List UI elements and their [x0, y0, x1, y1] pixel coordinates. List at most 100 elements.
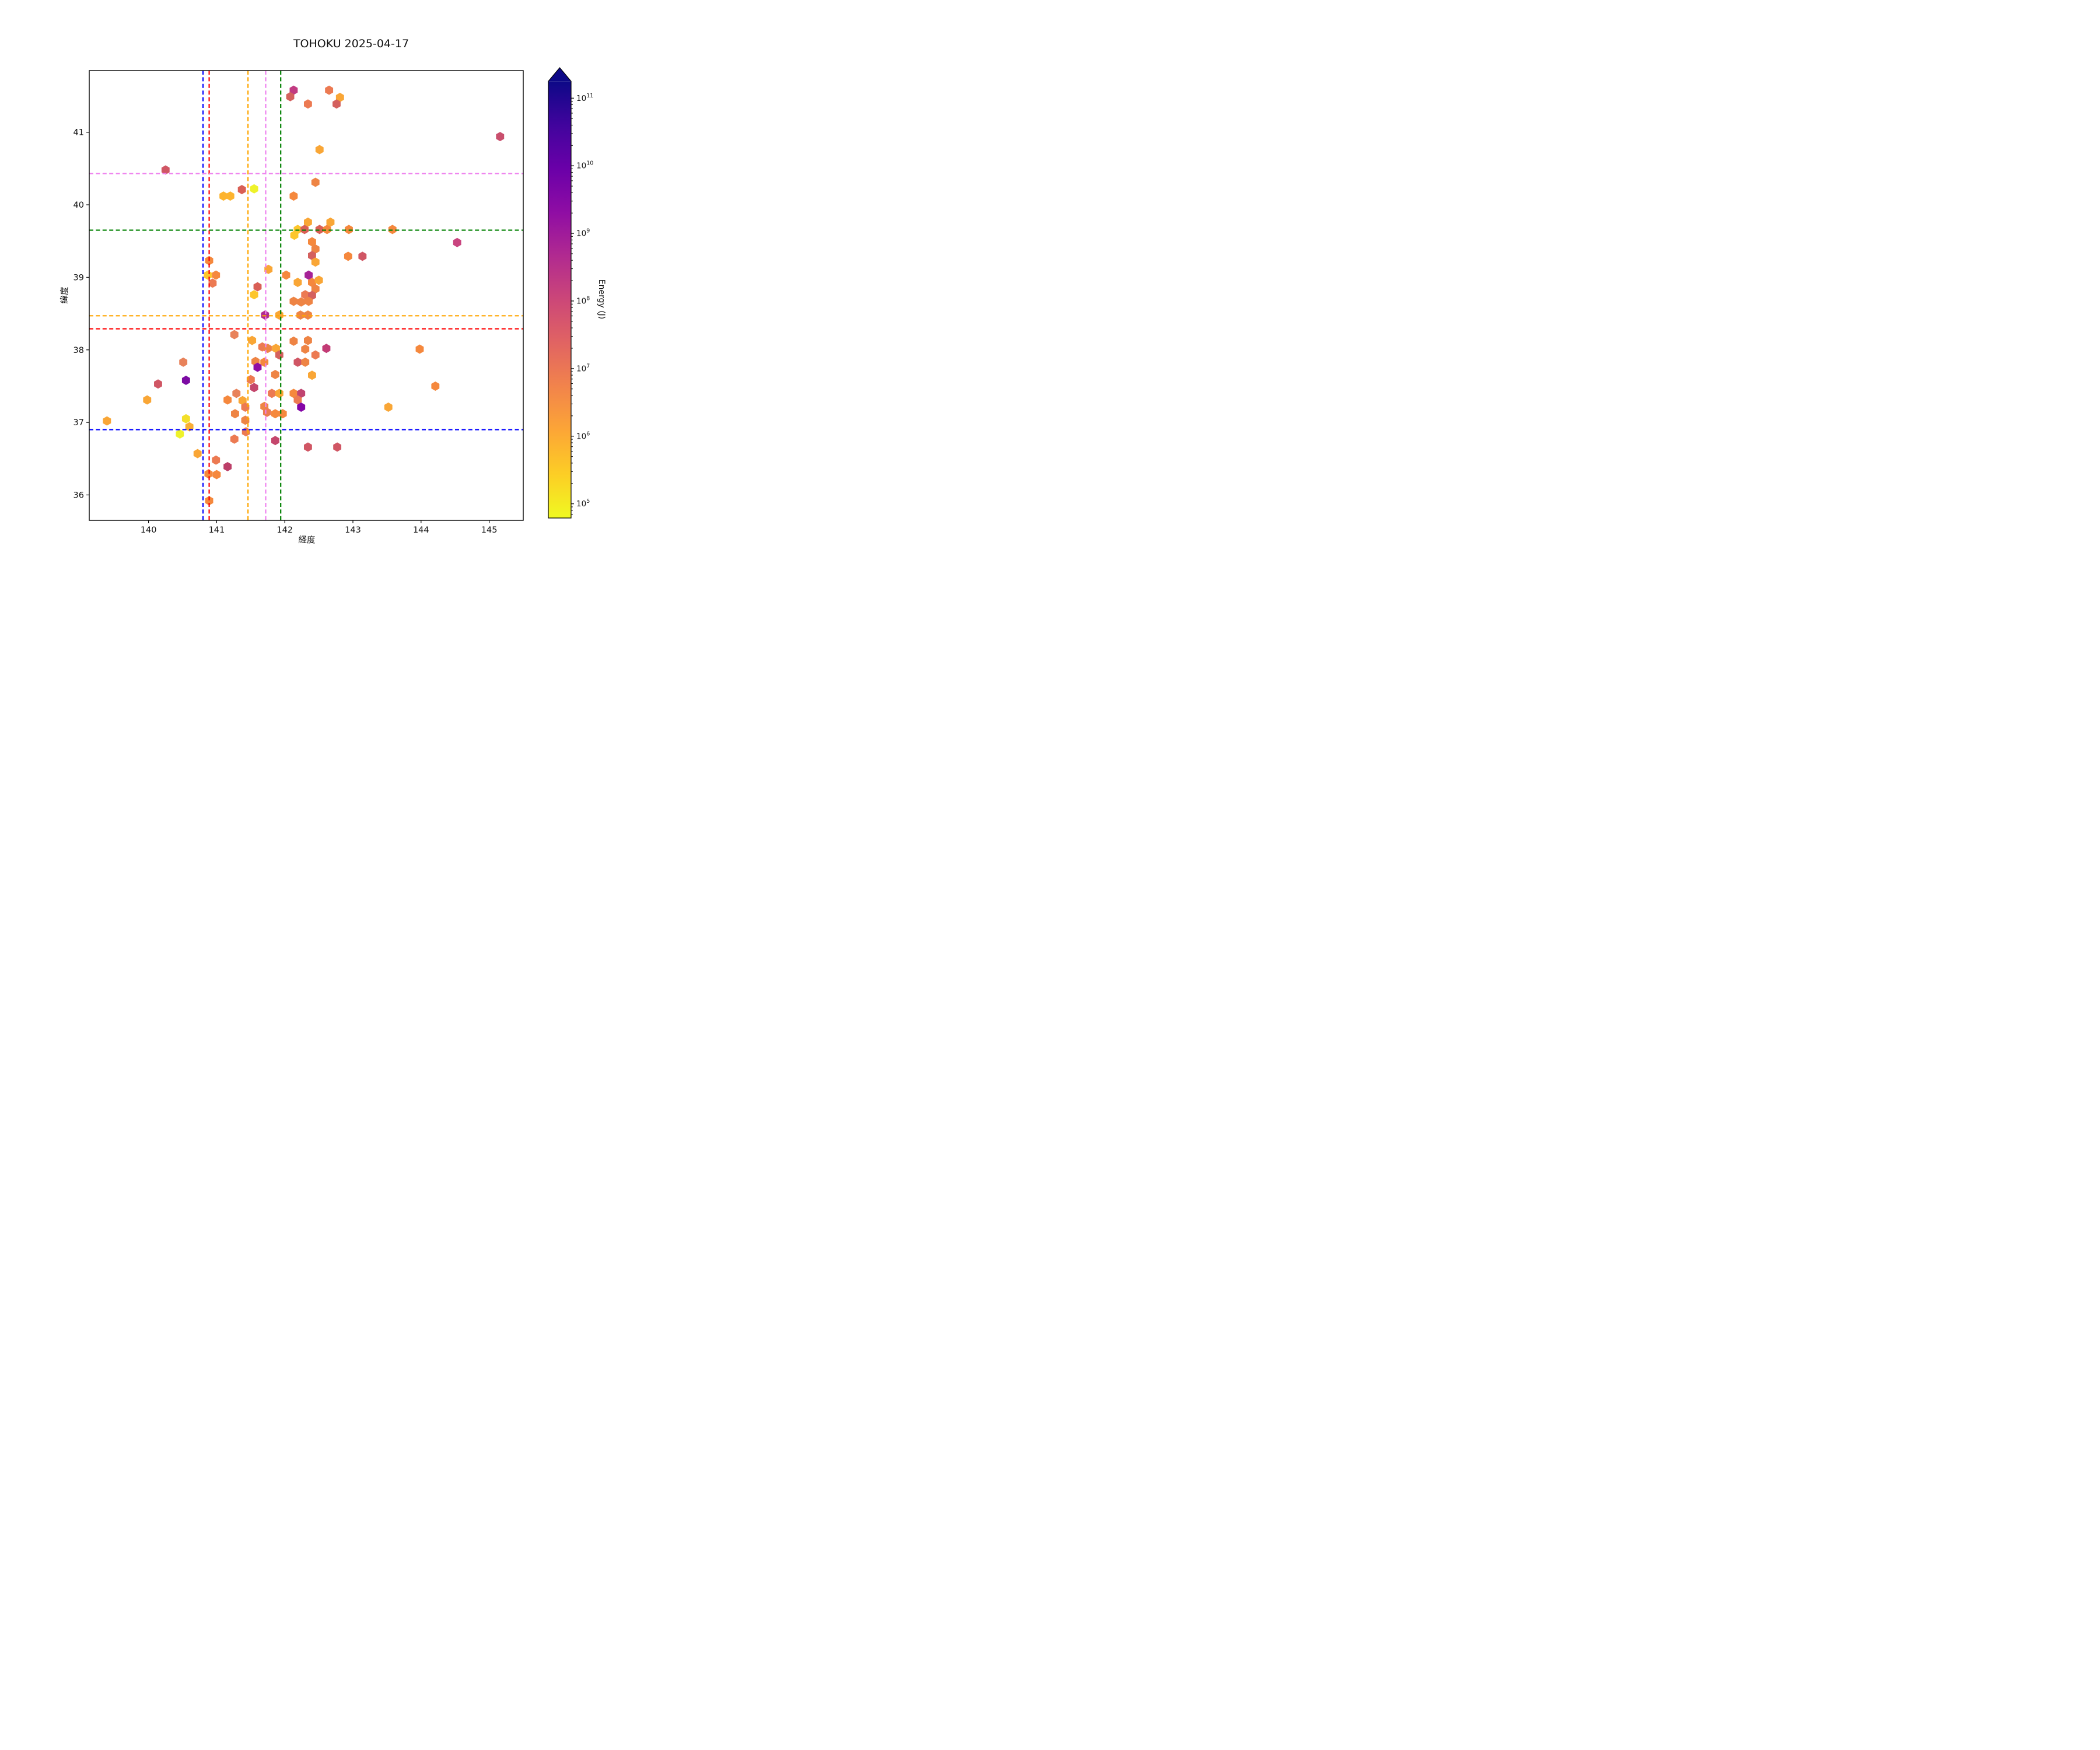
hexbin-marker — [275, 350, 284, 360]
hexbin-marker — [297, 297, 306, 307]
axes-frame — [89, 70, 524, 521]
hexbin-marker — [308, 237, 316, 247]
hexbin-marker — [212, 455, 220, 465]
hexbin-marker — [176, 429, 184, 439]
hexbin-marker — [223, 461, 232, 471]
hexbin-marker — [262, 407, 271, 417]
y-tick-label: 38 — [74, 346, 84, 355]
hexbin-marker — [246, 374, 255, 384]
hexbin-marker — [193, 449, 202, 459]
hexbin-marker — [315, 225, 324, 235]
hexbin-marker — [293, 357, 302, 367]
hexbin-marker — [304, 270, 313, 280]
hexbin-marker — [303, 442, 312, 452]
hexbin-marker — [289, 336, 298, 346]
hexbin-marker — [161, 165, 170, 175]
hexbin-marker — [326, 217, 335, 227]
x-axis-label: 経度 — [298, 536, 316, 545]
hexbin-marker — [208, 278, 217, 288]
hexbin-marker — [143, 395, 152, 405]
hexbin-marker — [271, 409, 279, 419]
hexbin-marker — [275, 310, 284, 320]
hexbin-marker — [314, 275, 323, 285]
hexbin-marker — [271, 436, 279, 446]
hexbin-marker — [323, 225, 331, 235]
colorbar-tick-label: 106 — [576, 430, 590, 441]
hexbin-marker — [332, 99, 341, 109]
hexbin-marker — [303, 335, 312, 345]
y-tick-label: 41 — [74, 128, 84, 138]
x-tick-label: 144 — [413, 526, 429, 535]
hexbin-marker — [231, 409, 239, 419]
y-axis-label: 緯度 — [60, 286, 70, 304]
hexbin-marker — [303, 217, 312, 227]
hexbin-marker — [311, 244, 320, 254]
hexbin-marker — [384, 402, 393, 412]
colorbar: 1011 1010 109 108 107 106 105 — [548, 67, 593, 519]
hexbin-marker — [335, 93, 344, 103]
hexbin-marker — [289, 388, 298, 398]
colorbar-tick-label: 108 — [576, 295, 590, 306]
hexbin-marker — [496, 132, 505, 142]
hexbin-marker — [311, 350, 320, 360]
hexbin-marker — [248, 335, 257, 345]
hexbin-marker — [264, 264, 273, 274]
hexbin-marker — [204, 270, 212, 280]
hexbin-marker — [286, 92, 295, 102]
figure-canvas: TOHOKU 2025-04-17 緯度 経度 Energy (J) 140 14… — [0, 0, 700, 583]
hexbin-marker — [230, 330, 239, 340]
hexbin-marker — [230, 434, 239, 444]
x-tick-label: 142 — [276, 526, 293, 535]
hexbin-marker — [315, 145, 324, 155]
hexbin-marker — [333, 442, 342, 452]
hexbin-marker — [253, 282, 262, 292]
hexbin-marker — [345, 225, 353, 235]
hexbin-marker — [311, 284, 320, 294]
data-points — [103, 85, 505, 506]
hexbin-marker — [282, 270, 290, 280]
hexbin-marker — [181, 414, 190, 424]
hexbin-marker — [308, 370, 316, 380]
scatter-plot: 140 141 142 143 144 1453637383940411011101010… — [74, 67, 593, 535]
hexbin-marker — [271, 370, 279, 380]
colorbar-tick-label: 1011 — [576, 93, 593, 103]
hexbin-marker — [344, 251, 352, 261]
hexbin-marker — [226, 191, 235, 201]
hexbin-marker — [250, 184, 258, 194]
colorbar-tick-label: 109 — [576, 228, 590, 239]
hexbin-marker — [293, 395, 302, 405]
hexbin-marker — [250, 290, 258, 300]
x-tick-label: 141 — [209, 526, 225, 535]
hexbin-marker — [300, 225, 309, 235]
hexbin-marker — [204, 469, 213, 479]
x-axis-ticks: 140 141 142 143 144 145 — [141, 520, 497, 535]
hexbin-marker — [154, 379, 162, 389]
x-tick-label: 140 — [141, 526, 157, 535]
hexbin-marker — [219, 191, 228, 201]
hexbin-marker — [453, 237, 461, 247]
hexbin-marker — [223, 395, 232, 405]
hexbin-marker — [290, 230, 299, 240]
crosshair-lines — [89, 71, 523, 520]
hexbin-marker — [278, 409, 287, 419]
hexbin-marker — [241, 415, 250, 425]
hexbin-marker — [103, 416, 111, 426]
colorbar-tick-label: 107 — [576, 363, 590, 373]
hexbin-marker — [250, 383, 258, 393]
hexbin-marker — [358, 251, 367, 261]
hexbin-marker — [303, 99, 312, 109]
hexbin-marker — [289, 296, 298, 306]
hexbin-marker — [297, 402, 306, 412]
x-tick-label: 143 — [345, 526, 361, 535]
hexbin-marker — [237, 184, 246, 194]
y-tick-label: 39 — [74, 273, 84, 282]
hexbin-marker — [179, 357, 188, 367]
hexbin-marker — [212, 270, 220, 280]
hexbin-marker — [260, 357, 269, 367]
hexbin-marker — [253, 362, 262, 372]
hexbin-marker — [296, 310, 304, 320]
hexbin-marker — [301, 357, 310, 367]
hexbin-marker — [297, 388, 306, 398]
hexbin-marker — [261, 310, 270, 320]
colorbar-tick-label: 1010 — [576, 160, 593, 171]
